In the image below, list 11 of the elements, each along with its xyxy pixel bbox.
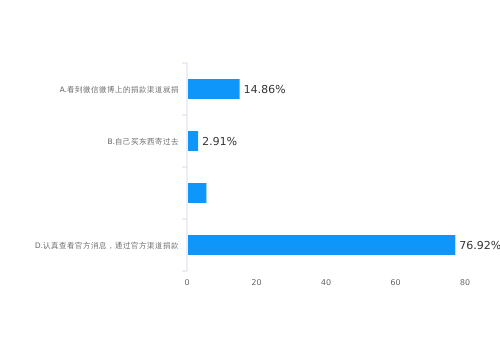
x-tick-label: 20: [251, 278, 262, 287]
bar: [188, 79, 240, 99]
bar: [188, 235, 456, 255]
x-tick-label: 0: [184, 278, 190, 287]
x-tick-label: 60: [390, 278, 401, 287]
bar: [188, 183, 206, 203]
data-label: 2.91%: [202, 135, 238, 148]
data-label: 14.86%: [244, 83, 286, 96]
x-tick-label: 80: [460, 278, 470, 287]
x-tick-label: 40: [320, 278, 332, 287]
bar: [188, 131, 198, 151]
